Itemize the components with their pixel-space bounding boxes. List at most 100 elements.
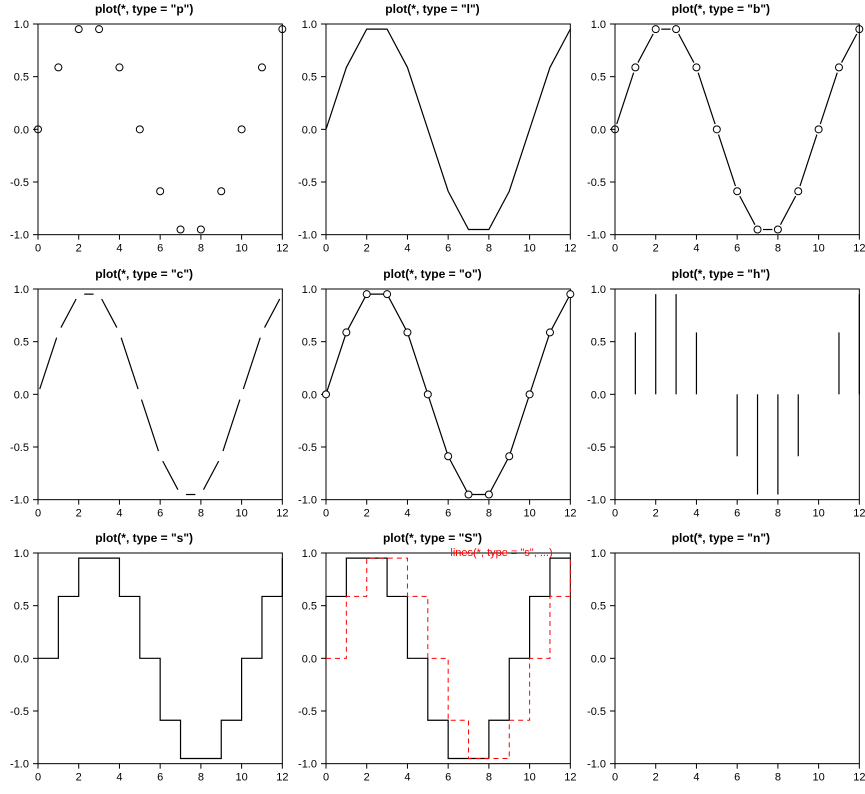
- plot-svg: 024681012-1.0-0.50.00.51.0: [288, 529, 576, 794]
- svg-text:2: 2: [76, 507, 82, 519]
- svg-text:8: 8: [774, 772, 780, 784]
- svg-text:8: 8: [486, 243, 492, 255]
- svg-text:10: 10: [235, 507, 247, 519]
- svg-text:8: 8: [486, 772, 492, 784]
- svg-text:12: 12: [853, 243, 865, 255]
- svg-text:4: 4: [116, 507, 122, 519]
- svg-text:0.0: 0.0: [14, 654, 29, 666]
- svg-text:12: 12: [853, 772, 865, 784]
- panel-p: plot(*, type = "p")024681012-1.0-0.50.00…: [0, 0, 288, 265]
- plot-svg: 024681012-1.0-0.50.00.51.0: [577, 529, 865, 794]
- panel-n: plot(*, type = "n")024681012-1.0-0.50.00…: [577, 529, 865, 794]
- svg-text:-1.0: -1.0: [587, 230, 606, 242]
- svg-text:2: 2: [652, 772, 658, 784]
- svg-text:6: 6: [445, 243, 451, 255]
- svg-text:10: 10: [524, 507, 536, 519]
- svg-text:0.5: 0.5: [590, 72, 605, 84]
- svg-text:-1.0: -1.0: [298, 230, 317, 242]
- svg-text:2: 2: [364, 772, 370, 784]
- plot-grid: plot(*, type = "p") 0 2 4 6 8 10 12 -1.0 -0.5 0.0 0…: [0, 0, 865, 794]
- svg-text:1.0: 1.0: [14, 19, 29, 31]
- svg-text:0: 0: [612, 507, 618, 519]
- svg-text:0: 0: [323, 507, 329, 519]
- svg-text:12: 12: [565, 507, 577, 519]
- svg-text:4: 4: [116, 243, 122, 255]
- svg-text:4: 4: [693, 507, 699, 519]
- svg-text:0.5: 0.5: [302, 336, 317, 348]
- plot-svg: 024681012-1.0-0.50.00.51.0: [0, 265, 288, 530]
- svg-text:-0.5: -0.5: [10, 177, 29, 189]
- svg-text:2: 2: [76, 772, 82, 784]
- svg-text:10: 10: [235, 243, 247, 255]
- plot-svg: 024681012-1.0-0.50.00.51.0: [0, 0, 288, 265]
- panel-title: plot(*, type = "l"): [288, 2, 576, 16]
- svg-text:8: 8: [774, 243, 780, 255]
- plot-svg: 024681012-1.0-0.50.00.51.0: [288, 265, 576, 530]
- panel-h: plot(*, type = "h")024681012-1.0-0.50.00…: [577, 265, 865, 530]
- panel-title: plot(*, type = "o"): [288, 267, 576, 281]
- svg-text:0.0: 0.0: [302, 654, 317, 666]
- svg-text:0.5: 0.5: [590, 336, 605, 348]
- svg-text:0.5: 0.5: [14, 72, 29, 84]
- panel-o: plot(*, type = "o")024681012-1.0-0.50.00…: [288, 265, 576, 530]
- svg-text:10: 10: [524, 772, 536, 784]
- svg-text:-1.0: -1.0: [298, 494, 317, 506]
- svg-text:-0.5: -0.5: [587, 706, 606, 718]
- svg-text:8: 8: [198, 243, 204, 255]
- svg-text:0.0: 0.0: [302, 389, 317, 401]
- svg-text:6: 6: [157, 243, 163, 255]
- plot-svg: 024681012-1.0-0.50.00.51.0: [0, 529, 288, 794]
- panel-c: plot(*, type = "c")024681012-1.0-0.50.00…: [0, 265, 288, 530]
- svg-text:0.5: 0.5: [14, 336, 29, 348]
- plot-svg: 024681012-1.0-0.50.00.51.0: [577, 0, 865, 265]
- svg-text:2: 2: [364, 243, 370, 255]
- svg-text:-0.5: -0.5: [298, 706, 317, 718]
- svg-text:0.5: 0.5: [14, 601, 29, 613]
- svg-text:0: 0: [35, 507, 41, 519]
- svg-text:0: 0: [323, 772, 329, 784]
- svg-text:0: 0: [612, 243, 618, 255]
- panel-title: plot(*, type = "p"): [0, 2, 288, 16]
- svg-text:4: 4: [405, 772, 411, 784]
- svg-text:6: 6: [734, 507, 740, 519]
- svg-text:10: 10: [524, 243, 536, 255]
- svg-text:0.0: 0.0: [14, 389, 29, 401]
- svg-text:1.0: 1.0: [14, 284, 29, 296]
- svg-text:-1.0: -1.0: [10, 759, 29, 771]
- panel-title: plot(*, type = "s"): [0, 531, 288, 545]
- svg-text:1.0: 1.0: [590, 19, 605, 31]
- svg-text:-1.0: -1.0: [298, 759, 317, 771]
- svg-text:0: 0: [35, 772, 41, 784]
- svg-text:12: 12: [565, 772, 577, 784]
- svg-text:4: 4: [405, 507, 411, 519]
- svg-text:4: 4: [405, 243, 411, 255]
- svg-text:8: 8: [486, 507, 492, 519]
- plot-svg: 024681012-1.0-0.50.00.51.0: [288, 0, 576, 265]
- svg-text:-0.5: -0.5: [587, 442, 606, 454]
- panel-l: plot(*, type = "l")024681012-1.0-0.50.00…: [288, 0, 576, 265]
- svg-text:0.0: 0.0: [14, 124, 29, 136]
- svg-text:0.0: 0.0: [590, 124, 605, 136]
- svg-text:0.0: 0.0: [302, 124, 317, 136]
- svg-text:10: 10: [235, 772, 247, 784]
- panel-title: plot(*, type = "h"): [577, 267, 865, 281]
- svg-text:-0.5: -0.5: [298, 442, 317, 454]
- svg-text:8: 8: [774, 507, 780, 519]
- svg-text:1.0: 1.0: [14, 548, 29, 560]
- panel-title: plot(*, type = "b"): [577, 2, 865, 16]
- svg-text:-0.5: -0.5: [10, 442, 29, 454]
- panel-b: plot(*, type = "b")024681012-1.0-0.50.00…: [577, 0, 865, 265]
- svg-text:12: 12: [276, 772, 288, 784]
- svg-text:0.5: 0.5: [590, 601, 605, 613]
- svg-text:2: 2: [652, 507, 658, 519]
- panel-title: plot(*, type = "n"): [577, 531, 865, 545]
- svg-text:8: 8: [198, 507, 204, 519]
- svg-text:2: 2: [652, 243, 658, 255]
- svg-text:-0.5: -0.5: [298, 177, 317, 189]
- svg-text:10: 10: [812, 507, 824, 519]
- svg-text:0.5: 0.5: [302, 72, 317, 84]
- svg-text:0: 0: [35, 243, 41, 255]
- svg-text:12: 12: [276, 507, 288, 519]
- svg-text:0.0: 0.0: [590, 654, 605, 666]
- svg-text:-1.0: -1.0: [587, 759, 606, 771]
